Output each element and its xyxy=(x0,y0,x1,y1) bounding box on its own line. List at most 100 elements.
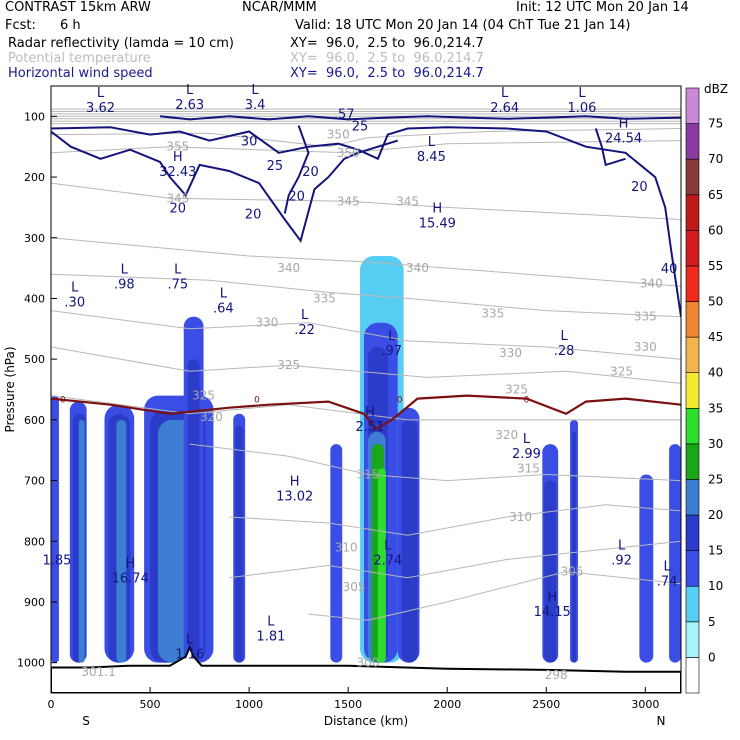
colorbar-swatch-2 xyxy=(685,585,700,623)
theta-label-28: 301.1 xyxy=(81,665,115,679)
theta-label-13: 330 xyxy=(499,346,522,360)
extremum-letter-22: L xyxy=(618,538,626,553)
theta-contour-14 xyxy=(51,395,681,421)
theta-label-27: 300 xyxy=(357,656,380,670)
theta-label-21: 315 xyxy=(517,461,540,475)
extremum-value-3: .57 xyxy=(334,107,355,122)
organization: NCAR/MMM xyxy=(242,0,317,15)
extremum-letter-14: L xyxy=(301,308,309,323)
colorbar-level-8: 40 xyxy=(708,366,723,380)
extremum-value-20: 1.85 xyxy=(42,553,71,568)
colorbar-swatch-7 xyxy=(685,407,700,445)
theta-contour-9 xyxy=(51,182,681,220)
theta-label-11: 335 xyxy=(634,310,657,324)
extremum-value-23: .74 xyxy=(657,575,678,590)
colorbar-level-13: 65 xyxy=(708,188,723,202)
colorbar-swatch-10 xyxy=(685,301,700,338)
extremum-value-8: 32.43 xyxy=(159,165,196,180)
valid-time: Valid: 18 UTC Mon 20 Jan 14 (04 ChT Tue … xyxy=(295,18,631,33)
colorbar-swatch-16 xyxy=(685,87,700,124)
freezing-level-label-0: 0 xyxy=(60,396,66,406)
field-theta: Potential temperature xyxy=(8,51,151,66)
extremum-letter-26: L xyxy=(186,633,194,648)
field-reflectivity: Radar reflectivity (lamda = 10 cm) xyxy=(8,36,234,51)
theta-label-29: 298 xyxy=(545,668,568,682)
terrain-surface xyxy=(51,644,681,693)
colorbar-level-14: 70 xyxy=(708,152,723,166)
extremum-letter-2: L xyxy=(251,83,259,98)
colorbar-level-3: 15 xyxy=(708,544,723,558)
wind-contour-0 xyxy=(51,126,681,317)
extremum-value-14: .22 xyxy=(294,323,315,338)
x-tick-label-4: 2000 xyxy=(433,698,461,711)
reflectivity-column-20 xyxy=(377,468,386,663)
theta-contours xyxy=(51,108,681,621)
theta-label-20: 320 xyxy=(495,428,518,442)
colorbar-unit: dBZ xyxy=(704,82,728,96)
x-axis-label: Distance (km) xyxy=(324,714,408,728)
freezing-level-line xyxy=(51,394,681,431)
wind-contour-1 xyxy=(51,130,398,244)
y-tick-label-2: 300 xyxy=(24,232,45,245)
reflectivity-column-13 xyxy=(235,425,244,663)
x-tick-label-3: 1500 xyxy=(334,698,362,711)
reflectivity-column-14 xyxy=(330,444,343,663)
theta-label-0: 355 xyxy=(166,140,189,154)
colorbar-swatch-4 xyxy=(685,514,700,551)
wind-label-4: 20 xyxy=(170,201,187,216)
extremum-letter-0: L xyxy=(97,86,105,101)
theta-label-1: 350 xyxy=(327,128,350,142)
theta-label-23: 310 xyxy=(509,510,532,524)
extremum-value-1: 2.63 xyxy=(175,98,204,113)
colorbar-level-10: 50 xyxy=(708,295,723,309)
field-wind-xy: XY= 96.0, 2.5 to 96.0,214.7 xyxy=(290,66,484,81)
reflectivity-column-6 xyxy=(116,419,127,663)
x-tick-label-1: 500 xyxy=(140,698,161,711)
extremum-value-18: 2.99 xyxy=(512,447,541,462)
y-tick-label-4: 500 xyxy=(24,353,45,366)
extremum-value-22: .92 xyxy=(611,553,632,568)
extremum-letter-21: L xyxy=(384,538,392,553)
terrain xyxy=(51,644,681,693)
theta-label-26: 305 xyxy=(343,580,366,594)
theta-label-17: 325 xyxy=(610,364,633,378)
wind-contour-4 xyxy=(594,128,626,167)
theta-label-19: 320 xyxy=(200,410,223,424)
colorbar-level-5: 25 xyxy=(708,472,723,486)
extremum-value-15: .97 xyxy=(381,344,402,359)
extremum-letter-10: L xyxy=(71,280,79,295)
extremum-value-13: .64 xyxy=(213,302,234,317)
field-reflectivity-xy: XY= 96.0, 2.5 to 96.0,214.7 xyxy=(290,36,484,51)
theta-label-7: 340 xyxy=(406,261,429,275)
extremum-value-0: 3.62 xyxy=(86,101,115,116)
extremum-letter-13: L xyxy=(220,287,228,302)
extremum-letter-5: L xyxy=(578,86,586,101)
extremum-value-4: 2.64 xyxy=(490,101,519,116)
extremum-letter-1: L xyxy=(186,83,194,98)
wind-label-7: 20 xyxy=(288,189,305,204)
extremum-letter-9: H xyxy=(432,202,442,217)
extremum-value-27: 1.81 xyxy=(256,629,285,644)
theta-label-10: 335 xyxy=(481,307,504,321)
theta-label-15: 325 xyxy=(277,358,300,372)
extremum-value-9: 15.49 xyxy=(419,217,456,232)
wind-label-0: 30 xyxy=(241,135,258,150)
field-wind: Horizontal wind speed xyxy=(8,66,153,81)
colorbar-level-2: 10 xyxy=(708,579,723,593)
theta-contour-12 xyxy=(51,310,681,360)
theta-label-22: 315 xyxy=(357,467,380,481)
y-tick-label-8: 900 xyxy=(24,596,45,609)
forecast-hours: 6 h xyxy=(60,18,81,33)
extremum-letter-23: L xyxy=(664,560,672,575)
extremum-letter-11: L xyxy=(121,262,129,277)
reflectivity-column-22 xyxy=(401,419,418,663)
wind-contours xyxy=(51,115,681,317)
extremum-value-7: 24.54 xyxy=(605,132,642,147)
theta-label-8: 340 xyxy=(640,276,663,290)
colorbar-swatch-1 xyxy=(685,621,700,658)
reflectivity-column-24 xyxy=(544,480,557,663)
extremum-letter-8: H xyxy=(173,150,183,165)
extremum-value-24: 16.74 xyxy=(112,572,149,587)
theta-contour-11 xyxy=(51,273,681,318)
